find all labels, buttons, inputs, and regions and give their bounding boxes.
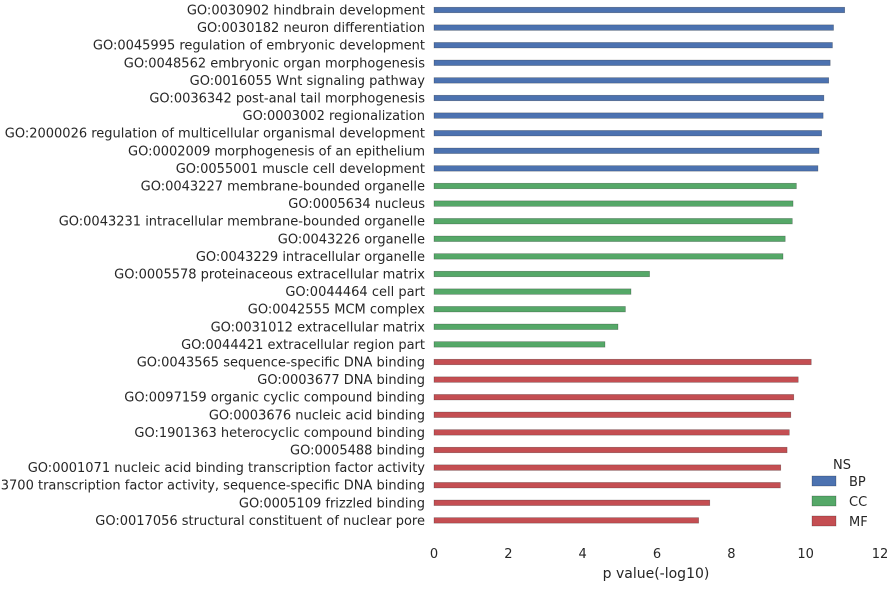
- category-label-23: GO:0097159 organic cyclic compound bindi…: [124, 391, 425, 406]
- category-label-15: GO:0043229 intracellular organelle: [196, 250, 425, 265]
- category-label-10: GO:0055001 muscle cell development: [176, 162, 425, 177]
- bar-20: [433, 341, 606, 348]
- category-label-29: GO:0005109 frizzled binding: [239, 496, 425, 511]
- category-label-1: GO:0030902 hindbrain development: [187, 4, 425, 19]
- bar-14: [433, 235, 786, 242]
- category-label-19: GO:0031012 extracellular matrix: [211, 320, 426, 335]
- category-label-8: GO:2000026 regulation of multicellular o…: [5, 127, 425, 142]
- bar-7: [433, 112, 824, 119]
- category-label-27: GO:0001071 nucleic acid binding transcri…: [28, 461, 426, 476]
- category-label-22: GO:0003677 DNA binding: [257, 373, 425, 388]
- category-label-16: GO:0005578 proteinaceous extracellular m…: [114, 268, 425, 283]
- bar-28: [433, 482, 781, 489]
- bar-12: [433, 200, 794, 207]
- bar-30: [433, 517, 699, 524]
- category-label-7: GO:0003002 regionalization: [243, 109, 425, 124]
- category-label-5: GO:0016055 Wnt signaling pathway: [190, 74, 426, 89]
- bar-1: [433, 6, 845, 14]
- bar-19: [433, 323, 619, 330]
- legend-title: NS: [833, 458, 851, 473]
- legend-swatch-mf: [811, 515, 837, 527]
- category-label-30: GO:0017056 structural constituent of nuc…: [95, 514, 425, 529]
- bars: [433, 6, 845, 524]
- bar-13: [433, 218, 793, 225]
- bar-15: [433, 253, 784, 260]
- category-label-20: GO:0044421 extracellular region part: [181, 338, 425, 353]
- category-label-3: GO:0045995 regulation of embryonic devel…: [93, 39, 425, 54]
- x-axis: 0 2 4 6 8 10 12: [430, 547, 888, 562]
- bar-3: [433, 42, 833, 49]
- bar-10: [433, 165, 819, 172]
- x-axis-label: p value(-log10): [603, 566, 710, 582]
- x-tick-label-6: 12: [872, 547, 889, 562]
- category-label-9: GO:0002009 morphogenesis of an epitheliu…: [128, 144, 425, 159]
- bar-6: [433, 94, 825, 102]
- category-label-25: GO:1901363 heterocyclic compound binding: [134, 426, 425, 441]
- legend-label-mf: MF: [849, 515, 868, 530]
- bar-8: [433, 130, 822, 137]
- category-label-6: GO:0036342 post-anal tail morphogenesis: [149, 92, 425, 107]
- category-label-24: GO:0003676 nucleic acid binding: [209, 408, 425, 423]
- category-label-2: GO:0030182 neuron differentiation: [197, 21, 425, 36]
- bar-25: [433, 429, 790, 436]
- category-label-4: GO:0048562 embryonic organ morphogenesis: [124, 56, 425, 71]
- bar-27: [433, 464, 782, 471]
- category-label-26: GO:0005488 binding: [290, 444, 425, 459]
- x-tick-label-3: 6: [653, 547, 661, 562]
- x-tick-label-1: 2: [504, 547, 512, 562]
- bar-5: [433, 77, 830, 84]
- x-tick-label-2: 4: [579, 547, 587, 562]
- bar-2: [433, 24, 834, 31]
- legend: NS BP CC MF: [811, 458, 868, 530]
- category-label-14: GO:0043226 organelle: [278, 232, 425, 247]
- bar-23: [433, 394, 795, 401]
- legend-label-bp: BP: [849, 475, 866, 490]
- category-label-18: GO:0042555 MCM complex: [248, 303, 426, 318]
- category-label-13: GO:0043231 intracellular membrane-bounde…: [59, 215, 425, 230]
- legend-label-cc: CC: [849, 495, 867, 510]
- x-tick-label-0: 0: [430, 547, 438, 562]
- category-label-12: GO:0005634 nucleus: [288, 197, 425, 212]
- bar-4: [433, 59, 831, 66]
- legend-swatch-bp: [811, 475, 837, 487]
- category-label-21: GO:0043565 sequence-specific DNA binding: [137, 356, 425, 371]
- x-tick-label-4: 8: [727, 547, 735, 562]
- bar-26: [433, 446, 788, 454]
- bar-11: [433, 182, 797, 190]
- legend-swatch-cc: [811, 495, 837, 507]
- category-label-11: GO:0043227 membrane-bounded organelle: [141, 180, 425, 195]
- bar-22: [433, 376, 799, 383]
- category-label-17: GO:0044464 cell part: [285, 285, 425, 300]
- bar-18: [433, 306, 626, 313]
- bar-9: [433, 147, 820, 154]
- bar-16: [433, 270, 650, 278]
- bar-17: [433, 288, 632, 295]
- bar-29: [433, 499, 711, 506]
- bar-21: [433, 358, 812, 366]
- category-label-28: GO:0003700 transcription factor activity…: [0, 479, 425, 494]
- x-tick-label-5: 10: [797, 547, 814, 562]
- bar-24: [433, 411, 792, 418]
- category-labels: GO:0030902 hindbrain development GO:00301…: [0, 4, 425, 529]
